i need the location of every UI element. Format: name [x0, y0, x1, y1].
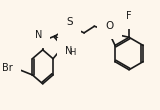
Text: N: N [35, 30, 42, 40]
Text: O: O [105, 21, 113, 31]
Text: S: S [66, 17, 73, 27]
Text: N: N [65, 46, 72, 56]
Text: F: F [126, 11, 132, 21]
Text: H: H [69, 48, 75, 57]
Text: Br: Br [2, 63, 13, 72]
